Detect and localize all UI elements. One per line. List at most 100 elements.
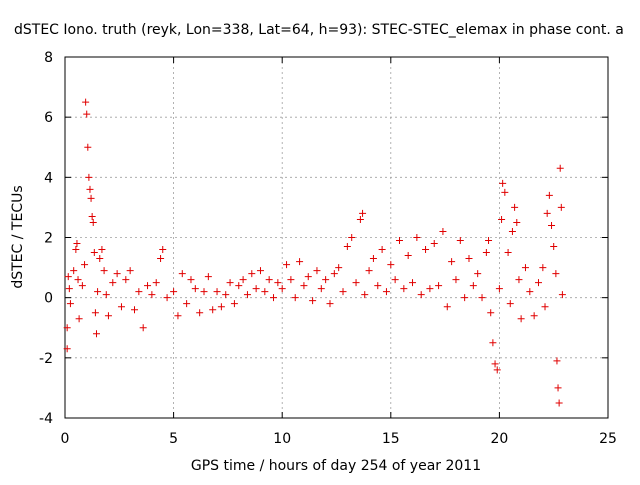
data-point bbox=[552, 270, 560, 278]
data-point bbox=[196, 309, 204, 317]
data-point bbox=[356, 215, 364, 223]
data-point bbox=[178, 270, 186, 278]
data-point bbox=[348, 234, 356, 241]
data-point bbox=[90, 249, 98, 257]
data-point bbox=[452, 276, 460, 284]
data-point bbox=[92, 330, 100, 338]
data-point bbox=[122, 276, 130, 284]
data-point bbox=[521, 264, 529, 272]
data-point bbox=[515, 276, 523, 284]
data-point bbox=[81, 261, 89, 269]
data-points bbox=[63, 98, 566, 407]
data-point bbox=[163, 294, 171, 302]
x-tick-label: 25 bbox=[599, 431, 617, 447]
data-point bbox=[200, 288, 208, 296]
y-tick-label: 4 bbox=[44, 170, 53, 186]
data-point bbox=[274, 279, 282, 287]
data-point bbox=[91, 309, 99, 317]
data-point bbox=[183, 300, 191, 308]
data-point bbox=[489, 339, 497, 347]
data-point bbox=[66, 300, 74, 308]
data-point bbox=[84, 143, 92, 151]
data-point bbox=[85, 173, 93, 181]
data-point bbox=[144, 282, 152, 290]
data-point bbox=[461, 294, 469, 302]
data-point bbox=[300, 282, 308, 290]
x-tick-label: 20 bbox=[490, 431, 508, 447]
data-point bbox=[413, 234, 421, 241]
data-point bbox=[326, 300, 334, 308]
data-point bbox=[230, 300, 238, 308]
y-tick-label: 6 bbox=[44, 110, 53, 126]
data-point bbox=[339, 288, 347, 296]
x-tick-label: 0 bbox=[61, 431, 70, 447]
data-point bbox=[365, 267, 373, 275]
data-point bbox=[252, 285, 260, 293]
axis-ticks: 0 5 10 15 20 25 -4 -2 0 2 4 6 8 bbox=[39, 50, 617, 447]
data-point bbox=[287, 276, 295, 284]
data-point bbox=[417, 291, 425, 299]
y-tick-label: 8 bbox=[44, 50, 53, 66]
data-point bbox=[382, 288, 390, 296]
data-point bbox=[513, 218, 521, 226]
data-point bbox=[86, 185, 94, 193]
data-point bbox=[235, 282, 243, 290]
data-point bbox=[404, 252, 412, 260]
data-point bbox=[335, 264, 343, 272]
data-point bbox=[75, 315, 83, 323]
data-point bbox=[508, 227, 516, 235]
data-point bbox=[159, 246, 167, 254]
data-point bbox=[555, 399, 563, 407]
data-point bbox=[126, 267, 134, 275]
data-point bbox=[104, 312, 112, 320]
data-point bbox=[426, 285, 434, 293]
data-point bbox=[278, 285, 286, 293]
data-point bbox=[456, 237, 464, 245]
data-point bbox=[517, 315, 525, 323]
data-point bbox=[157, 255, 165, 263]
data-point bbox=[556, 164, 564, 172]
data-point bbox=[491, 360, 499, 368]
data-point bbox=[148, 291, 156, 299]
data-point bbox=[317, 285, 325, 293]
data-point bbox=[548, 221, 556, 229]
data-point bbox=[209, 306, 217, 314]
y-tick-label: -4 bbox=[39, 411, 53, 427]
data-point bbox=[243, 291, 251, 299]
data-point bbox=[557, 203, 565, 211]
data-point bbox=[222, 291, 230, 299]
data-point bbox=[541, 303, 549, 311]
data-point bbox=[89, 218, 97, 226]
data-point bbox=[100, 267, 108, 275]
data-point bbox=[435, 282, 443, 290]
data-point bbox=[498, 215, 506, 223]
data-point bbox=[530, 312, 538, 320]
data-point bbox=[322, 276, 330, 284]
data-point bbox=[343, 243, 351, 251]
data-point bbox=[400, 285, 408, 293]
data-point bbox=[482, 249, 490, 257]
data-point bbox=[448, 258, 456, 266]
y-tick-label: 0 bbox=[44, 291, 53, 307]
data-point bbox=[296, 258, 304, 266]
data-point bbox=[543, 209, 551, 217]
data-point bbox=[374, 282, 382, 290]
data-point bbox=[485, 237, 493, 245]
data-point bbox=[359, 209, 367, 217]
data-point bbox=[270, 294, 278, 302]
data-point bbox=[87, 194, 95, 202]
data-point bbox=[82, 98, 90, 106]
data-point bbox=[70, 267, 78, 275]
x-tick-label: 15 bbox=[382, 431, 400, 447]
data-point bbox=[213, 288, 221, 296]
data-point bbox=[63, 324, 71, 332]
y-tick-label: -2 bbox=[39, 351, 53, 367]
data-point bbox=[430, 240, 438, 248]
data-point bbox=[74, 276, 82, 284]
data-point bbox=[226, 279, 234, 287]
data-point bbox=[248, 270, 256, 278]
data-point bbox=[64, 273, 72, 281]
data-point bbox=[539, 264, 547, 272]
data-point bbox=[72, 246, 80, 254]
